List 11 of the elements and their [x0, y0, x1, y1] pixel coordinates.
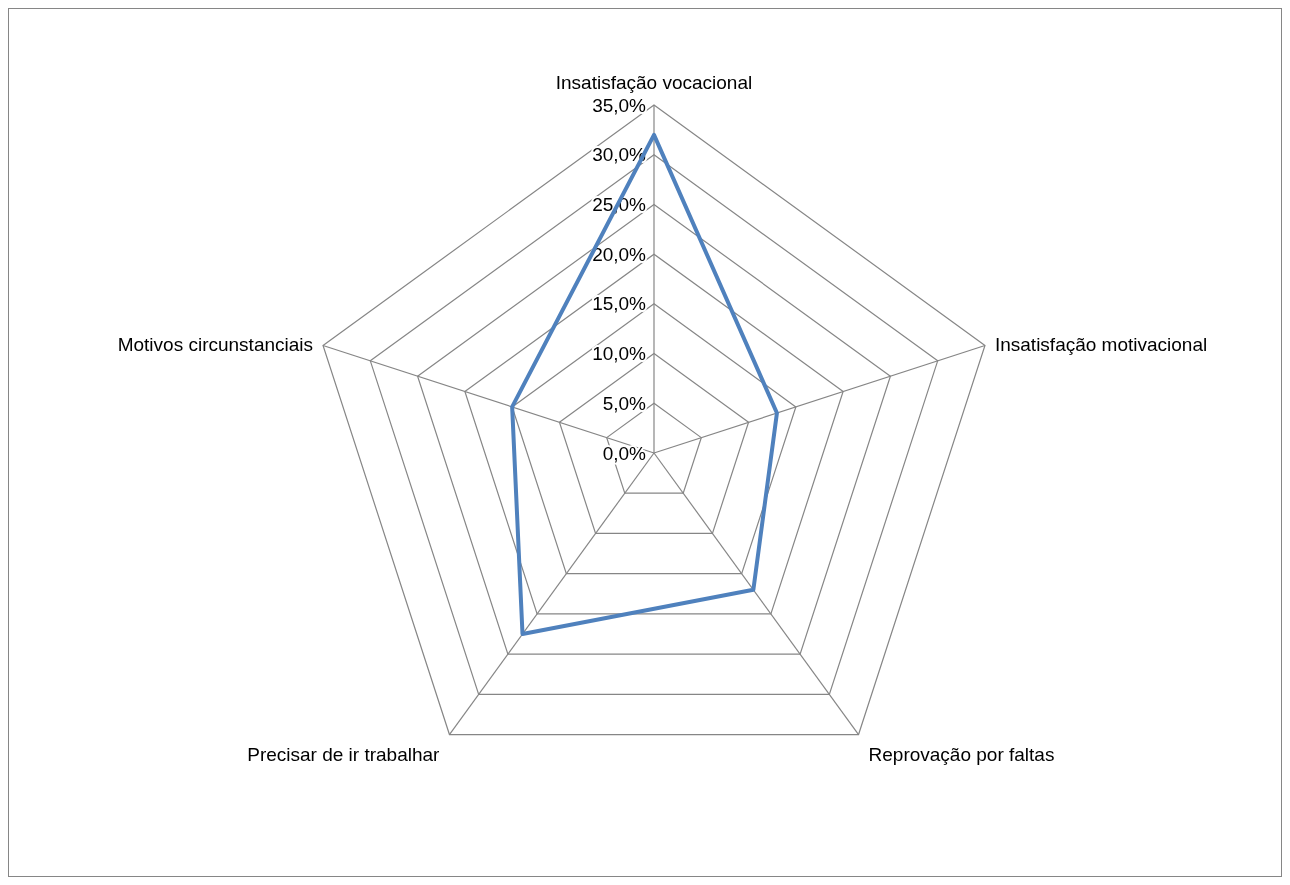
y-tick-label: 5,0% — [602, 392, 647, 414]
y-tick-label: 20,0% — [592, 243, 647, 265]
y-tick-label: 35,0% — [592, 94, 647, 116]
y-tick-label: 15,0% — [592, 293, 647, 315]
y-tick-label: 10,0% — [592, 343, 647, 365]
spoke-label: Reprovação por faltas — [868, 743, 1055, 765]
y-tick-label: 0,0% — [602, 442, 647, 464]
spoke-label: Motivos circunstanciais — [117, 334, 314, 356]
spoke-label: Precisar de ir trabalhar — [247, 743, 441, 765]
spoke-label: Insatisfação vocacional — [555, 72, 753, 93]
spoke-label: Insatisfação motivacional — [994, 334, 1208, 356]
